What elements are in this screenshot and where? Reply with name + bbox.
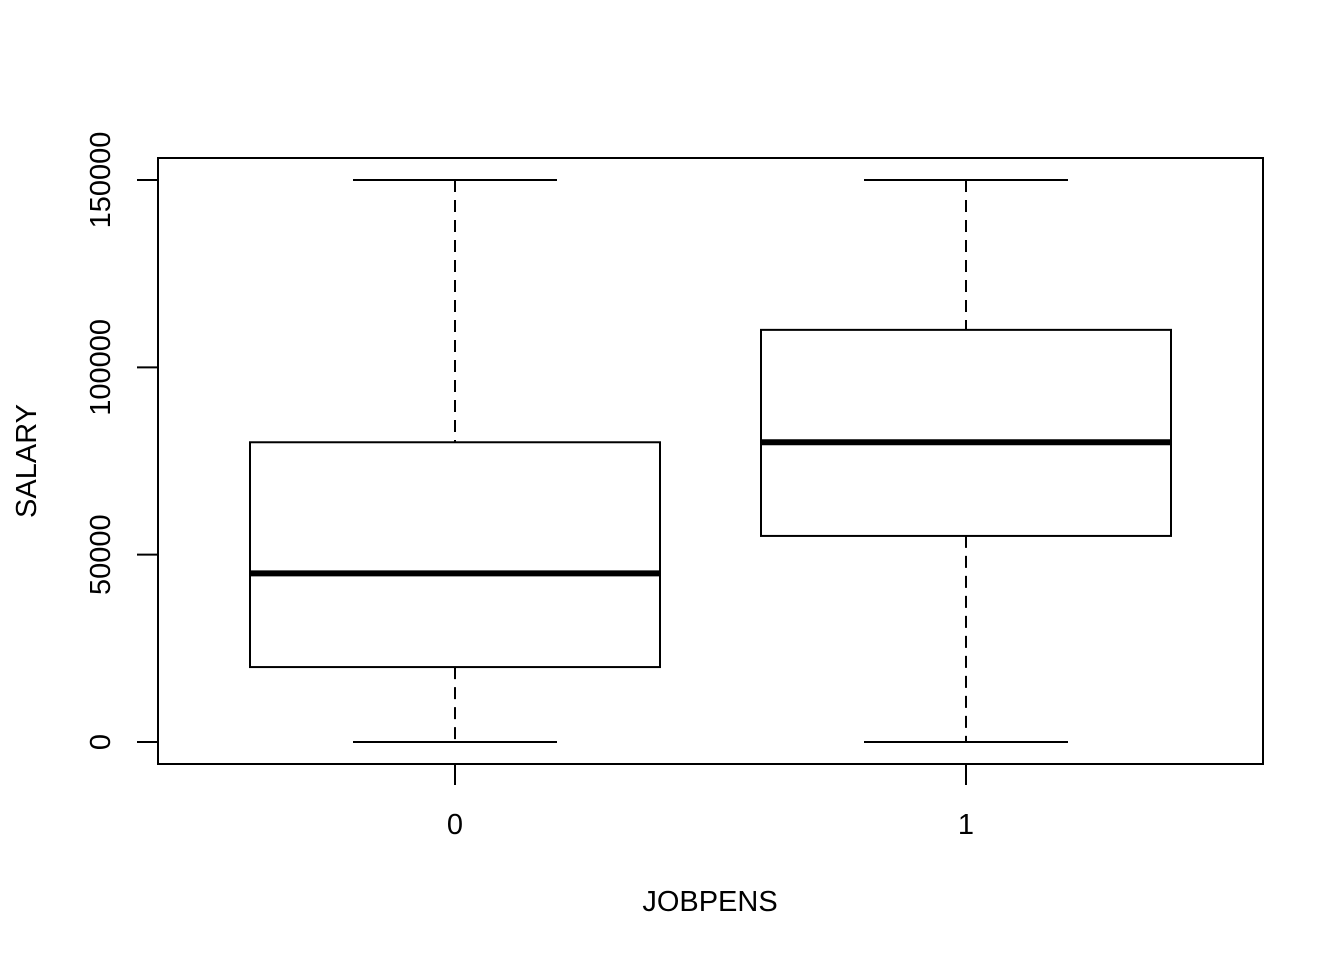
- y-tick-label: 100000: [85, 319, 117, 416]
- y-axis: 0 50000 100000 150000: [85, 132, 158, 750]
- plot-frame: [157, 157, 1264, 765]
- x-tick-label: 1: [958, 809, 974, 841]
- box-0: [249, 179, 661, 743]
- y-tick-label: 150000: [85, 132, 117, 229]
- x-axis-label: JOBPENS: [642, 886, 777, 918]
- y-tick-label: 0: [85, 734, 117, 750]
- y-tick-label: 50000: [85, 514, 117, 595]
- box-1: [760, 179, 1172, 743]
- x-tick-label: 0: [447, 809, 463, 841]
- boxes-group: [249, 179, 1172, 743]
- box-iqr: [760, 328, 1172, 537]
- y-axis-label: SALARY: [11, 404, 43, 518]
- box-iqr: [249, 441, 661, 669]
